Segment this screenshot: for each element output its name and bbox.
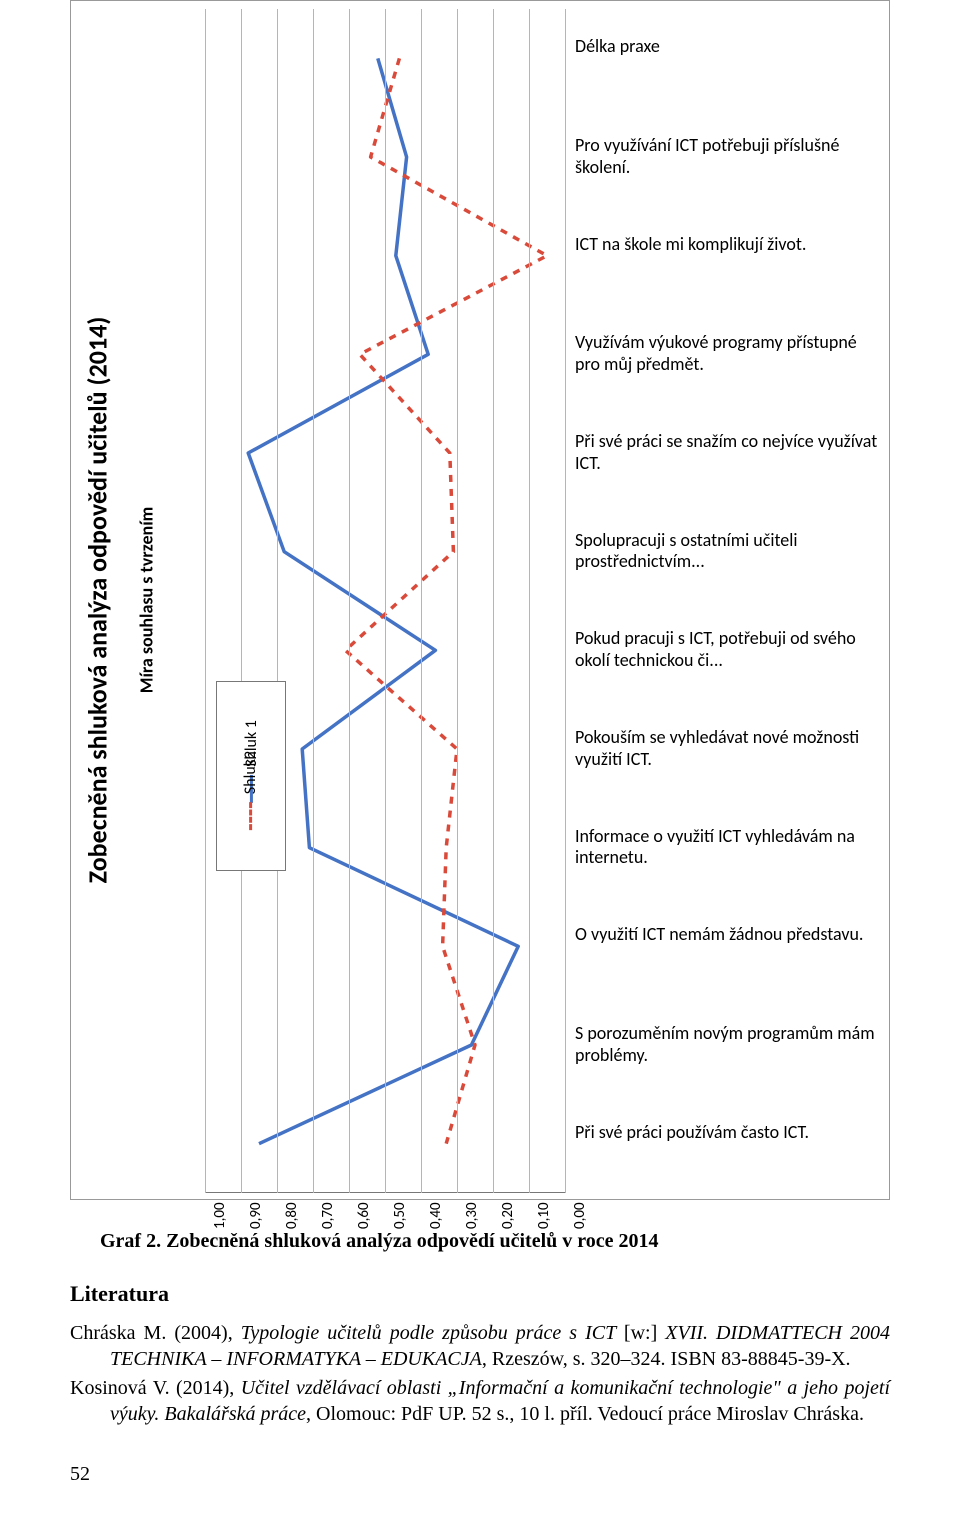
legend-box: Shluk 1Shluk2 [216, 681, 286, 871]
gridline [565, 9, 566, 1193]
plot-area [205, 9, 565, 1193]
series-line [248, 58, 518, 1143]
references-block: Chráska M. (2004), Typologie učitelů pod… [70, 1321, 890, 1427]
category-label: Pro využívání ICT potřebuji příslušné šk… [575, 135, 885, 178]
category-label: Informace o využití ICT vyhledávám na in… [575, 826, 885, 869]
category-label: Při své práci používám často ICT. [575, 1122, 885, 1144]
series-line [345, 58, 547, 1143]
x-tick-label: 0,00 [571, 1202, 589, 1229]
reference-entry: Chráska M. (2004), Typologie učitelů pod… [70, 1321, 890, 1372]
figure-caption: Graf 2. Zobecněná shluková analýza odpov… [100, 1230, 890, 1253]
gridline [493, 9, 494, 1193]
gridline [457, 9, 458, 1193]
category-label: Využívám výukové programy přístupné pro … [575, 332, 885, 375]
x-tick-label: 0,20 [499, 1202, 517, 1229]
x-tick-label: 1,00 [211, 1202, 229, 1229]
x-axis-label-container: Míra souhlasu s tvrzením [133, 1, 159, 1199]
category-label: Pokud pracuji s ICT, potřebuji od svého … [575, 628, 885, 671]
x-tick-label: 0,40 [427, 1202, 445, 1229]
gridline [205, 9, 206, 1193]
page-number: 52 [70, 1463, 890, 1486]
category-label: Pokouším se vyhledávat nové možnosti vyu… [575, 727, 885, 770]
gridline [529, 9, 530, 1193]
chart-title-container: Zobecněná shluková analýza odpovědí učit… [67, 1, 127, 1199]
legend-swatch [250, 802, 253, 830]
gridline [241, 9, 242, 1193]
x-tick-label: 0,30 [463, 1202, 481, 1229]
chart-frame: Zobecněná shluková analýza odpovědí učit… [70, 0, 890, 1200]
x-tick-label: 0,70 [319, 1202, 337, 1229]
category-labels: Délka praxe Pro využívání ICT potřebuji p… [575, 9, 885, 1193]
legend-item: Shluk2 [242, 751, 261, 830]
section-heading: Literatura [70, 1281, 890, 1307]
category-label: Spolupracuji s ostatními učiteli prostře… [575, 530, 885, 573]
gridline [349, 9, 350, 1193]
x-tick-label: 0,50 [391, 1202, 409, 1229]
chart-title: Zobecněná shluková analýza odpovědí učit… [81, 317, 113, 884]
category-label: ICT na škole mi komplikují život. [575, 234, 885, 256]
category-label: S porozuměním novým programům mám problé… [575, 1023, 885, 1066]
legend-label: Shluk2 [242, 751, 261, 794]
x-tick-label: 0,60 [355, 1202, 373, 1229]
category-label: Při své práci se snažím co nejvíce využí… [575, 431, 885, 474]
gridline [277, 9, 278, 1193]
category-label: O využití ICT nemám žádnou představu. [575, 924, 885, 946]
category-label: Délka praxe [575, 36, 885, 58]
gridline [385, 9, 386, 1193]
x-tick-label: 0,90 [247, 1202, 265, 1229]
gridline [421, 9, 422, 1193]
x-tick-label: 0,10 [535, 1202, 553, 1229]
x-axis-label: Míra souhlasu s tvrzením [135, 507, 157, 694]
reference-entry: Kosinová V. (2014), Učitel vzdělávací ob… [70, 1376, 890, 1427]
gridline [313, 9, 314, 1193]
x-tick-label: 0,80 [283, 1202, 301, 1229]
